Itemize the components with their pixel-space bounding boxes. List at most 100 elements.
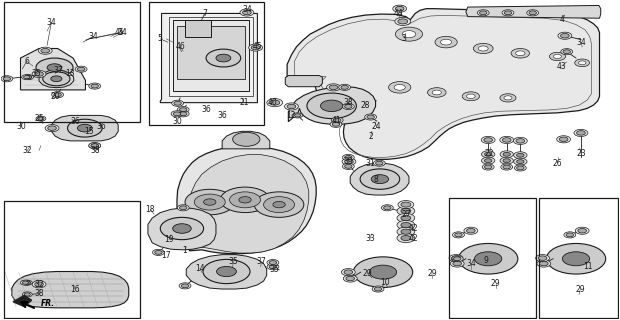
Circle shape	[566, 233, 574, 237]
Circle shape	[441, 39, 451, 45]
Circle shape	[397, 213, 415, 223]
Text: 34: 34	[576, 38, 586, 47]
Circle shape	[360, 169, 400, 189]
Circle shape	[481, 136, 495, 143]
Circle shape	[516, 139, 525, 143]
Circle shape	[24, 281, 30, 284]
Circle shape	[578, 228, 587, 233]
Circle shape	[474, 252, 502, 266]
Circle shape	[401, 208, 411, 213]
Circle shape	[527, 10, 539, 16]
Circle shape	[482, 164, 494, 170]
Polygon shape	[39, 70, 74, 88]
Circle shape	[560, 49, 573, 55]
Circle shape	[1, 76, 13, 82]
Text: 18: 18	[146, 205, 155, 214]
Circle shape	[38, 117, 44, 120]
Circle shape	[47, 64, 62, 71]
Circle shape	[285, 103, 298, 110]
Circle shape	[342, 158, 356, 165]
Circle shape	[500, 151, 513, 158]
Polygon shape	[177, 147, 316, 254]
Text: 38: 38	[34, 289, 44, 298]
Circle shape	[185, 189, 234, 215]
Circle shape	[179, 108, 187, 112]
Circle shape	[48, 126, 56, 130]
Text: 36: 36	[70, 117, 80, 126]
Circle shape	[270, 100, 280, 105]
Polygon shape	[161, 13, 257, 103]
Circle shape	[502, 10, 514, 16]
Circle shape	[395, 17, 410, 26]
Circle shape	[501, 164, 513, 170]
Text: 42: 42	[409, 224, 419, 233]
Circle shape	[401, 202, 411, 207]
Circle shape	[503, 159, 510, 163]
Circle shape	[206, 49, 241, 67]
Circle shape	[346, 276, 355, 281]
Circle shape	[22, 281, 29, 284]
Circle shape	[451, 256, 463, 262]
Circle shape	[345, 164, 352, 168]
Circle shape	[54, 93, 61, 97]
Text: 10: 10	[381, 278, 390, 287]
Circle shape	[396, 27, 423, 41]
Circle shape	[345, 105, 352, 108]
Circle shape	[554, 54, 562, 59]
Circle shape	[479, 11, 487, 15]
Circle shape	[449, 255, 463, 262]
Circle shape	[574, 129, 588, 137]
Text: 27: 27	[401, 210, 410, 219]
Circle shape	[473, 44, 493, 53]
Circle shape	[203, 199, 216, 205]
Circle shape	[239, 197, 251, 203]
Circle shape	[502, 138, 511, 142]
Circle shape	[402, 31, 416, 38]
Polygon shape	[287, 9, 600, 159]
Text: 23: 23	[576, 149, 586, 158]
Text: 34: 34	[46, 18, 56, 27]
Polygon shape	[288, 87, 376, 124]
Circle shape	[353, 257, 413, 287]
Circle shape	[293, 113, 303, 118]
Circle shape	[321, 100, 343, 112]
Bar	[4, 2, 140, 122]
Circle shape	[229, 192, 260, 208]
Circle shape	[450, 260, 464, 267]
Text: 38: 38	[90, 146, 100, 155]
Circle shape	[374, 287, 382, 291]
Circle shape	[529, 11, 536, 15]
Text: 29: 29	[491, 279, 500, 288]
Text: 2: 2	[368, 132, 373, 140]
Text: 45: 45	[115, 28, 125, 37]
Circle shape	[466, 228, 475, 233]
Circle shape	[546, 244, 606, 274]
Circle shape	[269, 261, 277, 265]
Text: 4: 4	[560, 15, 565, 24]
Circle shape	[372, 286, 384, 292]
Circle shape	[453, 257, 461, 261]
Text: 40: 40	[268, 98, 278, 107]
Polygon shape	[12, 271, 129, 308]
Circle shape	[22, 292, 32, 297]
Circle shape	[41, 49, 50, 53]
Polygon shape	[350, 163, 409, 195]
Circle shape	[477, 10, 489, 16]
Polygon shape	[172, 20, 249, 92]
Text: 6: 6	[24, 57, 29, 66]
Circle shape	[549, 52, 565, 60]
Text: 21: 21	[239, 98, 249, 107]
Circle shape	[401, 236, 411, 241]
Circle shape	[341, 85, 348, 89]
Circle shape	[327, 84, 340, 91]
Circle shape	[516, 153, 524, 157]
Circle shape	[179, 283, 191, 289]
Polygon shape	[51, 116, 118, 141]
Circle shape	[365, 114, 376, 120]
Circle shape	[78, 124, 92, 132]
Circle shape	[68, 119, 102, 137]
Text: 29: 29	[575, 284, 585, 293]
Bar	[4, 201, 140, 318]
Circle shape	[371, 175, 389, 184]
Polygon shape	[186, 255, 267, 289]
